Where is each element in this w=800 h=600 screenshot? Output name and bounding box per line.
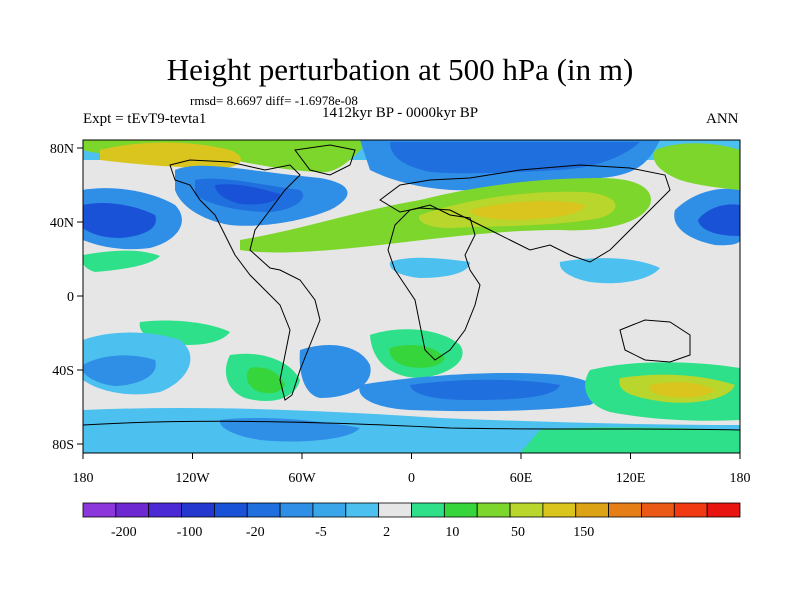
x-tick-label: 60W xyxy=(288,471,316,486)
y-tick-label: 0 xyxy=(67,290,74,305)
y-tick-label: 80N xyxy=(50,142,74,157)
colorbar-label: -100 xyxy=(177,525,203,540)
x-tick-label: 180 xyxy=(730,471,751,486)
page-title: Height perturbation at 500 hPa (in m) xyxy=(166,52,634,87)
y-tick-label: 80S xyxy=(52,438,74,453)
y-tick-labels: 80N 40N 0 40S 80S xyxy=(50,142,74,453)
x-tick-label: 0 xyxy=(408,471,415,486)
colorbar-label: 50 xyxy=(511,525,525,540)
colorbar-swatch xyxy=(706,502,741,518)
colorbar-swatch xyxy=(443,502,478,518)
colorbar-swatch xyxy=(411,502,445,518)
x-tick-label: 60E xyxy=(510,471,533,486)
colorbar-label: 150 xyxy=(573,525,594,540)
colorbar-swatch xyxy=(148,502,182,518)
stats-text: rmsd= 8.6697 diff= -1.6978e-08 xyxy=(190,93,358,108)
period-text: 1412kyr BP - 0000kyr BP xyxy=(322,105,479,121)
coastlines xyxy=(83,144,740,431)
colorbar-swatch xyxy=(673,502,708,518)
colorbar-labels: -200 -100 -20 -5 2 10 50 150 xyxy=(111,525,594,540)
colorbar-swatch xyxy=(213,502,248,518)
colorbar-swatch xyxy=(279,502,314,518)
x-tick-label: 180 xyxy=(73,471,94,486)
y-tick-label: 40S xyxy=(52,364,74,379)
experiment-label: Expt = tEvT9-tevta1 xyxy=(83,111,207,127)
season-label: ANN xyxy=(706,111,739,127)
colorbar-swatch xyxy=(608,502,642,518)
colorbar-swatch xyxy=(246,502,281,518)
colorbar-swatch xyxy=(82,502,117,518)
colorbar-swatch xyxy=(378,502,412,518)
colorbar-swatch xyxy=(115,502,150,518)
colorbar-swatch xyxy=(575,502,609,518)
colorbar-swatch xyxy=(476,502,511,518)
colorbar-swatch xyxy=(641,502,675,518)
colorbar-label: 10 xyxy=(445,525,459,540)
colorbar xyxy=(82,502,741,518)
axis-ticks xyxy=(77,147,741,459)
colorbar-swatch xyxy=(509,502,544,518)
colorbar-label: -20 xyxy=(246,525,265,540)
colorbar-label: -200 xyxy=(111,525,137,540)
colorbar-swatch xyxy=(312,502,347,518)
y-tick-label: 40N xyxy=(50,216,74,231)
x-tick-label: 120E xyxy=(616,471,646,486)
colorbar-swatch xyxy=(345,502,380,518)
colorbar-label: 2 xyxy=(383,525,390,540)
colorbar-swatch xyxy=(542,502,577,518)
colorbar-swatch xyxy=(181,502,215,518)
contour-fields xyxy=(83,140,740,453)
colorbar-label: -5 xyxy=(315,525,327,540)
x-tick-labels: 180 120W 60W 0 60E 120E 180 xyxy=(73,471,751,486)
x-tick-label: 120W xyxy=(175,471,210,486)
